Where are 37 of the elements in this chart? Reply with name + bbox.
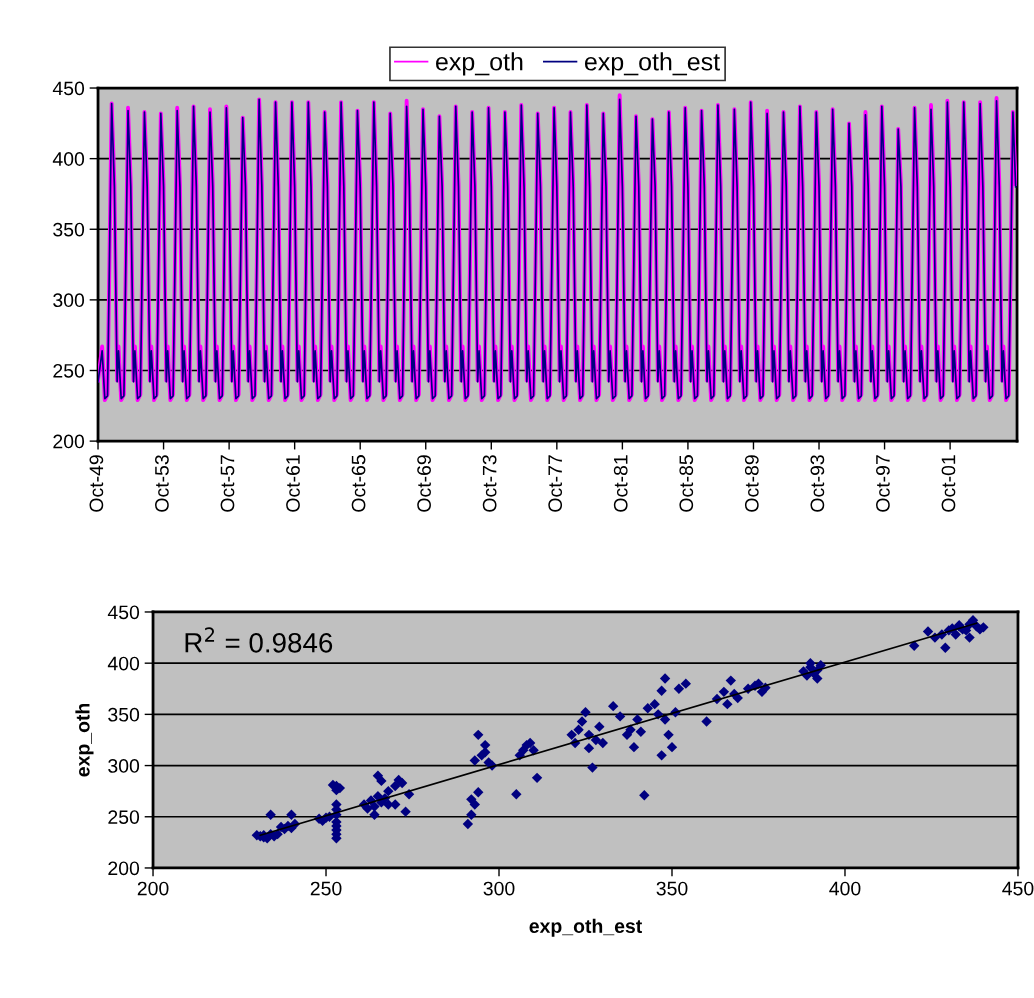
y-tick-label: 450	[107, 605, 140, 620]
x-tick-label: Oct-61	[286, 455, 300, 512]
x-tick-label: 400	[829, 881, 861, 896]
x-tick-label: Oct-53	[155, 455, 169, 512]
x-tick-label: Oct-93	[810, 455, 825, 512]
y-tick-label: 350	[53, 222, 85, 237]
x-tick-label: Oct-57	[220, 455, 235, 512]
y-tick-label: 450	[52, 81, 85, 96]
x-tick-label: Oct-89	[744, 455, 759, 512]
x-axis-title: exp_oth_est	[529, 918, 642, 937]
y-tick-label: 300	[53, 293, 85, 308]
y-tick-label: 200	[53, 434, 85, 449]
annotation: R$^{2}$ = 0.9846	[185, 627, 333, 653]
y-axis-title: exp_oth	[75, 703, 94, 777]
x-tick-label: 450	[1002, 881, 1034, 896]
y-tick-label: 200	[108, 861, 140, 876]
x-tick-label: 250	[310, 881, 342, 896]
x-tick-label: Oct-81	[613, 455, 628, 512]
x-tick-label: Oct-85	[679, 455, 694, 512]
y-tick-label: 300	[108, 759, 140, 773]
legend-label: exp_oth	[436, 52, 523, 76]
x-tick-label: Oct-49	[89, 455, 104, 512]
y-tick-label: 400	[52, 152, 85, 166]
y-tick-label: 400	[107, 656, 140, 671]
y-tick-label: 250	[53, 363, 85, 378]
x-tick-label: 200	[137, 881, 169, 896]
y-tick-label: 350	[108, 707, 140, 722]
x-tick-label: Oct-77	[548, 455, 563, 512]
legend-label: exp_oth_est	[584, 52, 720, 76]
x-tick-label: Oct-73	[482, 455, 497, 512]
x-tick-label: Oct-97	[876, 455, 890, 512]
x-tick-label: 300	[483, 881, 515, 896]
x-tick-label: Oct-69	[417, 455, 431, 512]
x-tick-label: Oct-01	[941, 455, 956, 512]
x-tick-label: 350	[656, 881, 688, 896]
y-tick-label: 250	[108, 810, 140, 824]
x-tick-label: Oct-65	[351, 455, 366, 512]
